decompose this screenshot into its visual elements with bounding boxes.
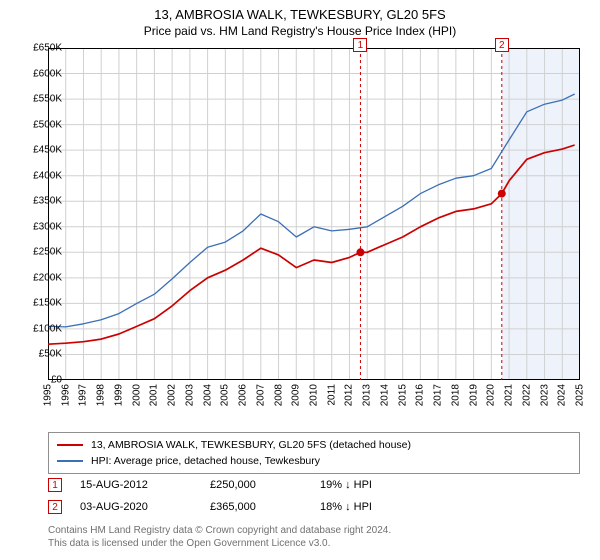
legend-text: HPI: Average price, detached house, Tewk… — [91, 455, 320, 467]
x-tick-label: 2021 — [504, 384, 515, 406]
x-tick-label: 2003 — [184, 384, 195, 406]
sale-hpi-delta: 19% ↓ HPI — [320, 479, 410, 491]
y-tick-label: £500K — [18, 119, 62, 130]
chart-svg — [48, 48, 580, 380]
sale-date: 03-AUG-2020 — [80, 501, 210, 513]
legend-swatch — [57, 460, 83, 462]
x-tick-label: 1997 — [78, 384, 89, 406]
y-tick-label: £550K — [18, 94, 62, 105]
y-tick-label: £50K — [18, 349, 62, 360]
sale-marker-box: 2 — [48, 500, 62, 514]
y-tick-label: £300K — [18, 221, 62, 232]
x-tick-label: 2004 — [202, 384, 213, 406]
legend-row: HPI: Average price, detached house, Tewk… — [57, 453, 571, 469]
chart-container: { "header": { "title": "13, AMBROSIA WAL… — [0, 0, 600, 560]
x-tick-label: 2007 — [255, 384, 266, 406]
chart-sale-marker: 1 — [353, 38, 367, 52]
y-tick-label: £0 — [18, 375, 62, 386]
footer-attribution: Contains HM Land Registry data © Crown c… — [48, 524, 580, 550]
x-tick-label: 1996 — [60, 384, 71, 406]
x-tick-label: 2016 — [415, 384, 426, 406]
x-tick-label: 2002 — [167, 384, 178, 406]
chart-subtitle: Price paid vs. HM Land Registry's House … — [0, 24, 600, 38]
x-tick-label: 2015 — [397, 384, 408, 406]
sale-price: £365,000 — [210, 501, 320, 513]
y-tick-label: £150K — [18, 298, 62, 309]
legend-row: 13, AMBROSIA WALK, TEWKESBURY, GL20 5FS … — [57, 437, 571, 453]
x-tick-label: 2006 — [238, 384, 249, 406]
x-tick-label: 2001 — [149, 384, 160, 406]
legend-text: 13, AMBROSIA WALK, TEWKESBURY, GL20 5FS … — [91, 439, 411, 451]
sale-date: 15-AUG-2012 — [80, 479, 210, 491]
footer-line: This data is licensed under the Open Gov… — [48, 537, 580, 550]
x-tick-label: 2014 — [379, 384, 390, 406]
chart-plot-area — [48, 48, 580, 380]
sale-price: £250,000 — [210, 479, 320, 491]
y-tick-label: £250K — [18, 247, 62, 258]
legend-swatch — [57, 444, 83, 446]
sale-record-row: 1 15-AUG-2012 £250,000 19% ↓ HPI — [48, 478, 580, 492]
x-tick-label: 2022 — [521, 384, 532, 406]
x-tick-label: 2011 — [326, 384, 337, 406]
y-tick-label: £600K — [18, 68, 62, 79]
x-tick-label: 2010 — [309, 384, 320, 406]
y-tick-label: £400K — [18, 170, 62, 181]
x-tick-label: 2017 — [433, 384, 444, 406]
y-tick-label: £650K — [18, 43, 62, 54]
y-tick-label: £350K — [18, 196, 62, 207]
sale-hpi-delta: 18% ↓ HPI — [320, 501, 410, 513]
chart-sale-marker: 2 — [495, 38, 509, 52]
y-tick-label: £200K — [18, 272, 62, 283]
x-tick-label: 2009 — [291, 384, 302, 406]
x-tick-label: 1995 — [43, 384, 54, 406]
x-tick-label: 2020 — [486, 384, 497, 406]
x-tick-label: 2018 — [450, 384, 461, 406]
sale-record-row: 2 03-AUG-2020 £365,000 18% ↓ HPI — [48, 500, 580, 514]
x-tick-label: 2008 — [273, 384, 284, 406]
legend: 13, AMBROSIA WALK, TEWKESBURY, GL20 5FS … — [48, 432, 580, 474]
y-tick-label: £450K — [18, 145, 62, 156]
x-tick-label: 2019 — [468, 384, 479, 406]
x-tick-label: 2025 — [575, 384, 586, 406]
y-tick-label: £100K — [18, 323, 62, 334]
x-tick-label: 2000 — [131, 384, 142, 406]
x-tick-label: 2012 — [344, 384, 355, 406]
x-tick-label: 2024 — [557, 384, 568, 406]
x-tick-label: 1999 — [113, 384, 124, 406]
x-tick-label: 2013 — [362, 384, 373, 406]
x-tick-label: 2023 — [539, 384, 550, 406]
sale-marker-box: 1 — [48, 478, 62, 492]
x-tick-label: 1998 — [96, 384, 107, 406]
chart-title: 13, AMBROSIA WALK, TEWKESBURY, GL20 5FS — [0, 0, 600, 24]
footer-line: Contains HM Land Registry data © Crown c… — [48, 524, 580, 537]
x-tick-label: 2005 — [220, 384, 231, 406]
